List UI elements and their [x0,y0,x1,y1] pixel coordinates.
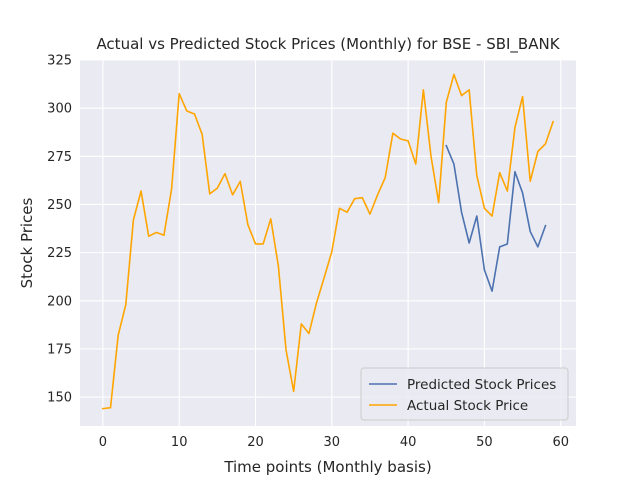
x-tick-label: 40 [400,435,417,450]
x-tick-label: 20 [247,435,264,450]
y-tick-label: 325 [47,54,72,69]
x-tick-label: 60 [552,435,569,450]
legend-box [360,367,569,421]
y-tick-label: 275 [47,150,72,165]
x-axis-label: Time points (Monthly basis) [223,458,431,476]
y-axis-label: Stock Prices [18,197,36,288]
x-tick-label: 0 [99,435,107,450]
plot-area [80,60,576,426]
y-tick-label: 225 [47,246,72,261]
legend: Predicted Stock Prices Actual Stock Price [360,367,569,421]
x-tick-label: 10 [171,435,188,450]
series-line-actual [101,73,555,410]
y-tick-label: 200 [47,294,72,309]
y-tick-label: 175 [47,342,72,357]
series-line-predicted [445,144,547,292]
gridlines [80,59,576,426]
y-tick-label: 300 [47,102,72,117]
legend-label: Predicted Stock Prices [407,377,556,393]
series-lines [101,73,555,410]
x-tick-label: 30 [324,435,341,450]
chart-title: Actual vs Predicted Stock Prices (Monthl… [96,35,560,54]
x-tick-label: 50 [476,435,493,450]
y-tick-label: 250 [47,198,72,213]
legend-label: Actual Stock Price [407,398,528,414]
y-tick-label: 150 [47,391,72,406]
x-axis-ticks: 0 10 20 30 40 50 60 [99,435,569,450]
y-axis-ticks: 150 175 200 225 250 275 300 325 [47,54,72,406]
